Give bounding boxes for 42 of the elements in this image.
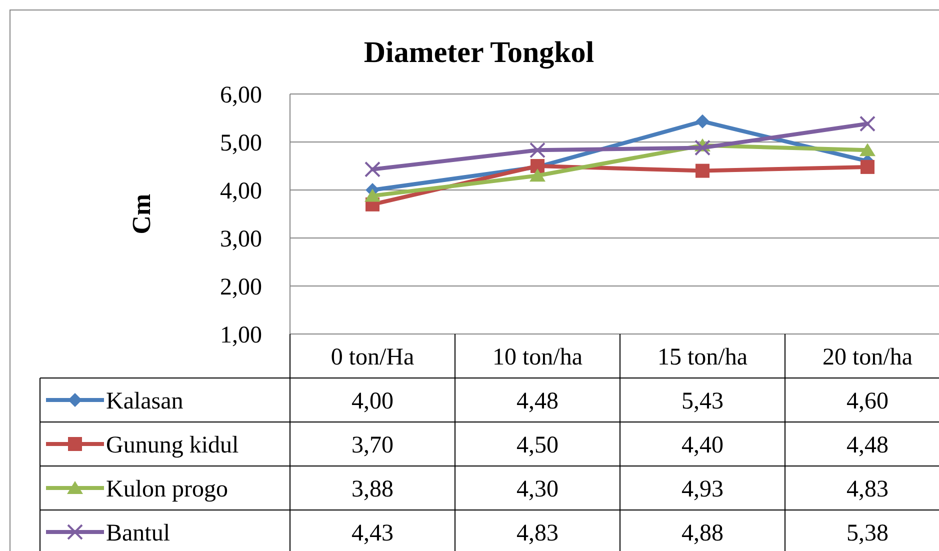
data-label: 4,30 [516, 476, 558, 502]
chart-title: Diameter Tongkol [364, 36, 594, 69]
y-tick-label: 1,00 [220, 322, 262, 348]
y-tick-label: 6,00 [220, 82, 262, 108]
point [364, 188, 380, 202]
y-tick-label: 2,00 [220, 274, 262, 300]
data-label: 4,83 [846, 476, 888, 502]
data-label: 3,88 [352, 476, 394, 502]
data-label: 4,93 [682, 476, 724, 502]
data-label: 4,00 [352, 388, 394, 414]
x-tick-label: 15 ton/ha [658, 344, 748, 370]
y-axis-title: Cm [127, 193, 156, 234]
data-label: 4,83 [516, 520, 558, 546]
data-label: 4,48 [846, 432, 888, 458]
point [694, 140, 710, 156]
y-tick-label: 5,00 [220, 130, 262, 156]
data-label: 4,88 [682, 520, 724, 546]
x-tick-label: 0 ton/Ha [330, 344, 415, 370]
point [860, 143, 876, 156]
y-tick-label: 3,00 [220, 226, 262, 252]
data-label: 4,48 [516, 388, 558, 414]
y-tick-label: 4,00 [220, 178, 262, 204]
point [860, 160, 874, 174]
data-label: 4,60 [846, 388, 888, 414]
point [364, 161, 380, 178]
legend-label: Kulon progo [106, 476, 228, 502]
data-label: 3,70 [352, 432, 394, 458]
data-label: 4,40 [682, 432, 724, 458]
legend-label: Bantul [106, 520, 170, 546]
point [530, 142, 546, 158]
data-label: 4,50 [516, 432, 558, 458]
data-label: 5,43 [682, 388, 724, 414]
point [530, 168, 546, 182]
x-tick-label: 20 ton/ha [822, 344, 913, 370]
data-label: 4,43 [352, 520, 394, 546]
legend-label: Gunung kidul [106, 432, 239, 458]
point [860, 116, 876, 132]
data-label: 5,38 [846, 520, 888, 546]
point [696, 114, 710, 128]
point [696, 164, 710, 178]
legend-label: Kalasan [106, 388, 184, 414]
x-tick-label: 10 ton/ha [492, 344, 583, 370]
